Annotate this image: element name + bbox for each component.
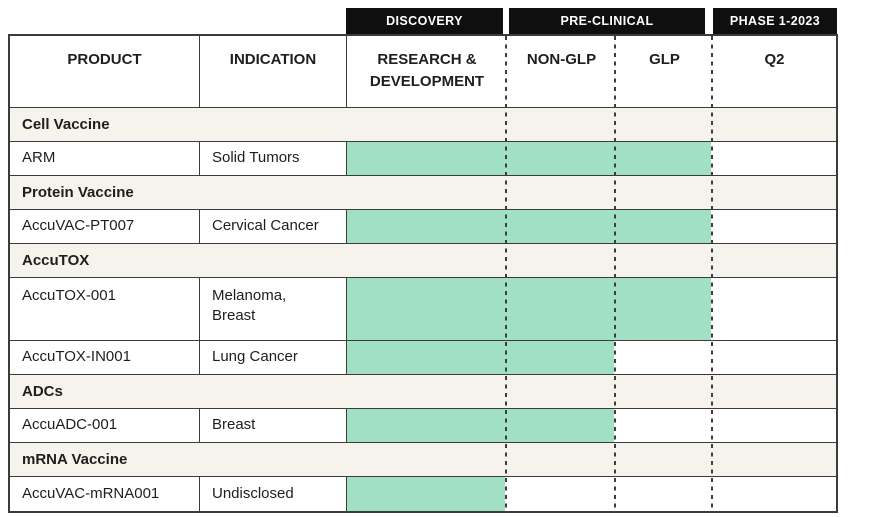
indication: Solid Tumors (200, 142, 347, 175)
progress-bar (347, 409, 614, 442)
indication: Lung Cancer (200, 341, 347, 374)
column-divider-rd-nonglp (505, 36, 507, 511)
section-row-mrna-vaccine: mRNA Vaccine (10, 443, 836, 477)
section-label: mRNA Vaccine (22, 451, 128, 468)
indication: Cervical Cancer (200, 210, 347, 243)
product-row-accutox-in001: AccuTOX-IN001 Lung Cancer (10, 341, 836, 375)
column-header-glp: GLP (649, 51, 680, 68)
column-header-research-development: RESEARCH & DEVELOPMENT (369, 51, 485, 90)
phase-band-discovery: DISCOVERY (346, 8, 503, 34)
stage-track (347, 477, 836, 511)
indication: Undisclosed (200, 477, 347, 511)
section-label: ADCs (22, 383, 63, 400)
progress-bar (347, 278, 711, 340)
table-header-row: PRODUCT INDICATION RESEARCH & DEVELOPMEN… (10, 36, 836, 108)
stage-track (347, 142, 836, 175)
section-row-protein-vaccine: Protein Vaccine (10, 176, 836, 210)
section-row-adcs: ADCs (10, 375, 836, 409)
progress-bar (347, 142, 711, 175)
product-name: AccuTOX-001 (10, 278, 200, 340)
product-row-accuvac-pt007: AccuVAC-PT007 Cervical Cancer (10, 210, 836, 244)
phase-band-phase1-2023: PHASE 1-2023 (713, 8, 837, 34)
section-label: AccuTOX (22, 252, 90, 269)
section-label: Cell Vaccine (22, 116, 110, 133)
column-header-non-glp: NON-GLP (526, 51, 597, 68)
product-name: ARM (10, 142, 200, 175)
pipeline-rows: Cell Vaccine ARM Solid Tumors Protein Vacci… (10, 108, 836, 511)
stage-track (347, 409, 836, 442)
progress-bar (347, 477, 505, 511)
stage-track (347, 278, 836, 340)
product-row-accuadc-001: AccuADC-001 Breast (10, 409, 836, 443)
progress-bar (347, 341, 614, 374)
stage-track (347, 341, 836, 374)
column-divider-nonglp-glp (614, 36, 616, 511)
product-name: AccuTOX-IN001 (10, 341, 200, 374)
column-header-q2: Q2 (764, 51, 785, 68)
indication: Breast (200, 409, 347, 442)
column-header-product: PRODUCT (10, 36, 200, 107)
product-row-accutox-001: AccuTOX-001 Melanoma, Breast (10, 278, 836, 341)
column-divider-glp-q2 (711, 36, 713, 511)
product-name: AccuVAC-mRNA001 (10, 477, 200, 511)
pipeline-table: PRODUCT INDICATION RESEARCH & DEVELOPMEN… (8, 34, 838, 513)
product-row-accuvac-mrna001: AccuVAC-mRNA001 Undisclosed (10, 477, 836, 511)
section-row-cell-vaccine: Cell Vaccine (10, 108, 836, 142)
section-row-accutox: AccuTOX (10, 244, 836, 278)
section-label: Protein Vaccine (22, 184, 134, 201)
product-row-arm: ARM Solid Tumors (10, 142, 836, 176)
product-name: AccuADC-001 (10, 409, 200, 442)
indication: Melanoma, Breast (200, 278, 347, 340)
phase-band-pre-clinical: PRE-CLINICAL (509, 8, 705, 34)
progress-bar (347, 210, 711, 243)
stage-track (347, 210, 836, 243)
column-header-indication: INDICATION (200, 36, 347, 107)
product-name: AccuVAC-PT007 (10, 210, 200, 243)
